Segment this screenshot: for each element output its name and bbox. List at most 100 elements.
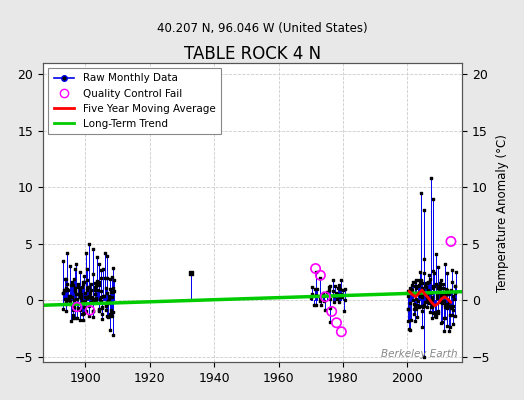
Point [99,265,107,272]
Point [403,293,412,299]
Point [110,277,118,283]
Point [434,310,443,316]
Point [439,285,447,292]
Point [91,291,100,297]
Point [406,326,414,333]
Point [101,307,110,314]
Point [447,279,456,286]
Point [77,293,85,300]
Point [61,296,69,302]
Point [423,280,431,287]
Legend: Raw Monthly Data, Quality Control Fail, Five Year Moving Average, Long-Term Tren: Raw Monthly Data, Quality Control Fail, … [48,68,221,134]
Point [103,298,111,305]
Point [330,293,339,300]
Point [420,303,428,309]
Point [445,327,454,334]
Point [82,294,91,301]
Point [72,296,81,302]
Point [434,284,442,290]
Point [434,289,442,296]
Point [93,278,102,284]
Point [98,305,106,311]
Point [325,287,333,293]
Point [311,286,320,293]
Point [433,295,441,301]
Point [428,300,436,307]
Point [329,288,337,294]
Point [449,321,457,327]
Point [424,279,432,286]
Point [75,284,84,291]
Point [411,292,419,298]
Point [451,312,460,319]
Point [330,299,339,306]
Point [98,316,106,322]
Point [426,309,434,316]
Point [411,303,419,310]
Point [83,284,92,290]
Point [404,306,412,312]
Point [407,286,415,292]
Point [61,287,69,294]
Point [321,307,330,313]
Point [337,291,345,298]
Point [429,282,437,289]
Point [103,274,111,281]
Point [332,290,340,296]
Point [418,308,426,314]
Point [62,301,70,307]
Point [319,290,328,296]
Point [315,295,324,302]
Point [103,313,111,320]
Point [79,279,88,285]
Point [108,294,116,300]
Point [445,291,453,297]
Point [311,302,320,308]
Point [84,294,92,300]
Point [428,315,436,321]
Point [407,317,415,323]
Point [311,265,320,272]
Point [412,306,420,312]
Point [89,297,97,304]
Point [446,305,455,311]
Point [80,310,89,317]
Point [433,292,441,298]
Point [78,298,86,305]
Point [82,250,90,256]
Point [73,304,81,310]
Point [107,310,115,316]
Point [409,306,418,312]
Point [433,264,442,270]
Point [74,291,83,298]
Point [317,292,325,299]
Point [86,287,95,293]
Point [103,253,112,260]
Point [329,276,337,283]
Point [333,296,341,302]
Point [443,289,451,295]
Point [420,354,428,361]
Point [82,266,91,272]
Point [66,263,74,270]
Point [333,291,341,297]
Point [447,238,455,245]
Point [94,308,103,314]
Point [432,280,440,287]
Point [440,293,448,300]
Point [95,306,103,313]
Point [92,283,100,290]
Point [104,314,112,320]
Point [81,290,89,296]
Point [320,293,329,299]
Point [439,281,447,287]
Point [85,284,93,290]
Point [418,324,426,330]
Point [63,250,72,256]
Point [60,287,69,293]
Point [412,276,421,283]
Point [104,300,112,306]
Point [423,296,431,302]
Point [95,279,103,285]
Point [445,312,454,319]
